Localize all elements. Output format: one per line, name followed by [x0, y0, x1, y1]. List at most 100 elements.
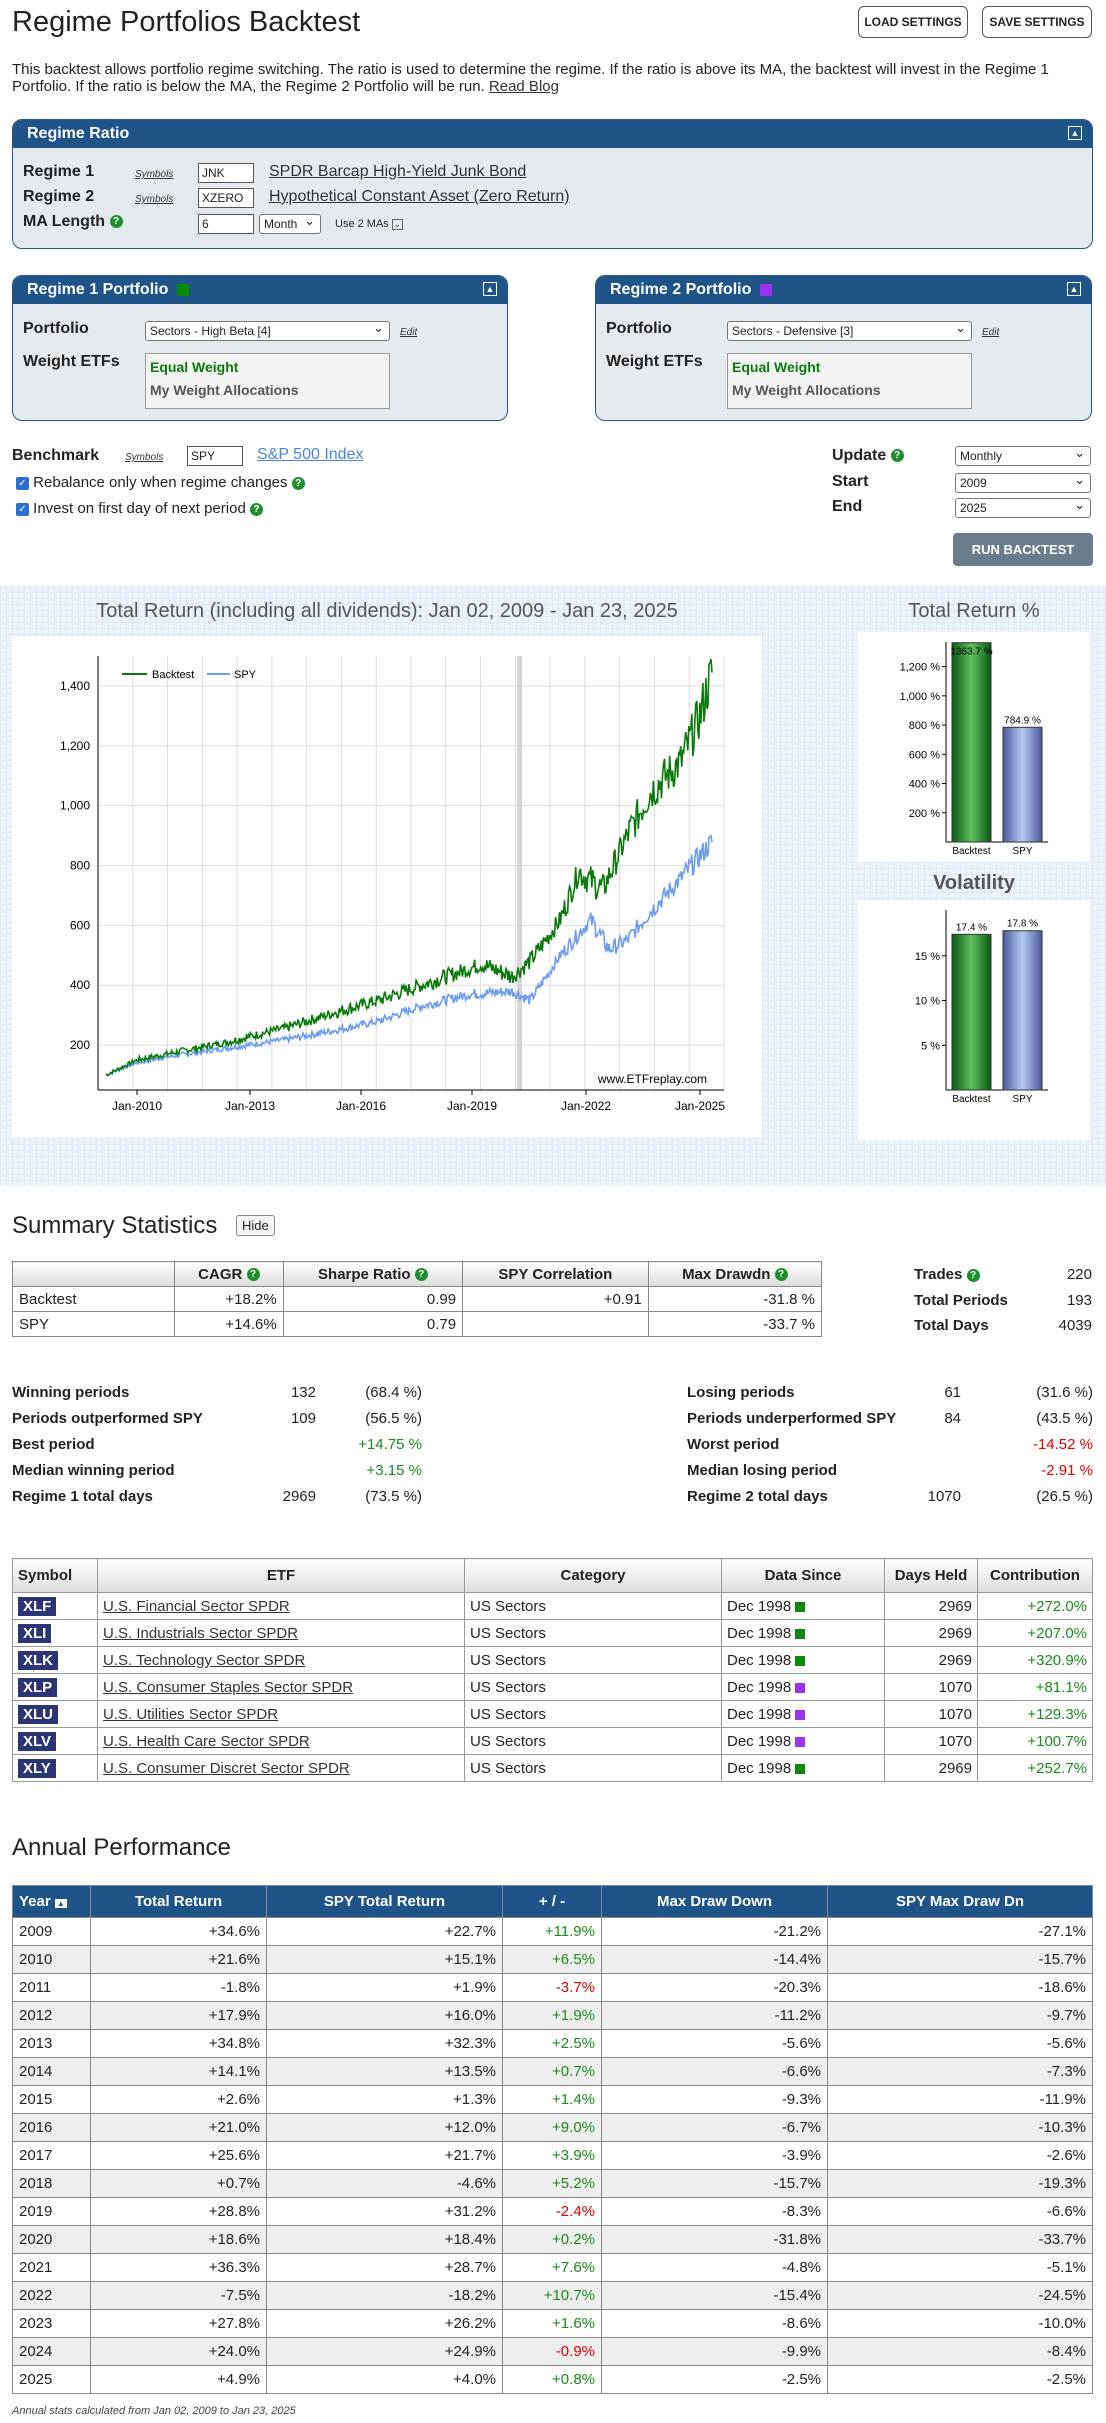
- stat-percent: +3.15 %: [366, 1462, 422, 1479]
- regime2-name-link[interactable]: Hypothetical Constant Asset (Zero Return…: [269, 188, 570, 205]
- stat-label: Median losing period: [687, 1462, 838, 1479]
- regime-swatch: [795, 1628, 806, 1639]
- annual-cell: -11.9%: [827, 2085, 1093, 2114]
- checkbox-icon[interactable]: ✓: [16, 476, 29, 490]
- annual-cell: -10.0%: [827, 2309, 1093, 2338]
- stat-percent: (31.6 %): [1036, 1384, 1093, 1401]
- symbols-link[interactable]: Symbols: [125, 452, 164, 463]
- trades-label: Trades ?: [914, 1262, 980, 1287]
- periods-label: Total Periods: [914, 1292, 1008, 1309]
- etf-category: US Sectors: [464, 1619, 722, 1647]
- end-select[interactable]: 2025: [955, 497, 1091, 518]
- annual-cell: -1.8%: [90, 1973, 267, 2002]
- hide-button[interactable]: Hide: [236, 1215, 275, 1236]
- annual-cell: 2014: [12, 2057, 91, 2086]
- equal-weight-option[interactable]: Equal Weight: [732, 359, 821, 375]
- save-settings-button[interactable]: SAVE SETTINGS: [982, 6, 1092, 38]
- equal-weight-option[interactable]: Equal Weight: [150, 359, 239, 375]
- edit-link[interactable]: Edit: [982, 327, 1000, 338]
- update-select[interactable]: Monthly: [955, 445, 1091, 466]
- regime2-portfolio-select[interactable]: Sectors - Defensive [3]: [727, 320, 972, 341]
- table-row: 2024 +24.0% +24.9% -0.9% -9.9% -8.4%: [12, 2337, 1093, 2366]
- weight-options: Equal Weight My Weight Allocations: [145, 353, 390, 409]
- edit-link[interactable]: Edit: [400, 327, 418, 338]
- watermark: www.ETFreplay.com: [597, 1072, 707, 1086]
- annual-cell: -2.5%: [827, 2365, 1093, 2394]
- help-icon[interactable]: ?: [966, 1268, 980, 1282]
- benchmark-symbol-input[interactable]: SPY: [187, 446, 243, 466]
- etf-name-link[interactable]: U.S. Consumer Discret Sector SPDR: [103, 1759, 350, 1777]
- etf-contribution: +272.0%: [977, 1592, 1093, 1620]
- etf-symbol-tag: XLF: [18, 1596, 57, 1616]
- annual-cell: +24.0%: [90, 2337, 267, 2366]
- regime2-color-swatch: [760, 284, 773, 296]
- my-weight-option[interactable]: My Weight Allocations: [732, 382, 881, 398]
- etf-contribution: +320.9%: [977, 1646, 1093, 1674]
- etf-contribution: +252.7%: [977, 1754, 1093, 1782]
- annual-cell: +34.6%: [90, 1917, 267, 1946]
- help-icon[interactable]: ?: [890, 449, 904, 463]
- end-label: End: [832, 498, 863, 515]
- start-select[interactable]: 2009: [955, 472, 1091, 493]
- symbols-link[interactable]: Symbols: [135, 169, 174, 180]
- my-weight-option[interactable]: My Weight Allocations: [150, 382, 299, 398]
- rebalance-option[interactable]: ✓ Rebalance only when regime changes ?: [16, 474, 305, 491]
- annual-cell: -18.6%: [827, 1973, 1093, 2002]
- regime1-portfolio-panel: Regime 1 Portfolio ▲ Portfolio Sectors -…: [12, 275, 508, 421]
- stat-percent: -2.91 %: [1041, 1462, 1093, 1479]
- checkbox-icon[interactable]: ✓: [16, 502, 29, 516]
- stat-label: Losing periods: [687, 1384, 795, 1401]
- sort-up-icon[interactable]: ▲: [54, 1899, 67, 1908]
- help-icon[interactable]: ?: [249, 502, 263, 516]
- x-tick-label: Jan-2016: [336, 1099, 386, 1113]
- run-backtest-button[interactable]: RUN BACKTEST: [953, 533, 1093, 566]
- use-2-mas-toggle[interactable]: Use 2 MAs ⌄: [335, 218, 403, 230]
- main-chart-title: Total Return (including all dividends): …: [96, 600, 678, 622]
- symbols-link[interactable]: Symbols: [135, 194, 174, 205]
- ma-length-input[interactable]: 6: [198, 214, 254, 234]
- annual-cell: 2012: [12, 2001, 91, 2030]
- help-icon[interactable]: ?: [291, 476, 305, 490]
- benchmark-name-link[interactable]: S&P 500 Index: [257, 446, 364, 463]
- annual-cell: -15.7%: [601, 2169, 828, 2198]
- etf-name-link[interactable]: U.S. Utilities Sector SPDR: [103, 1705, 279, 1723]
- etf-name-link[interactable]: U.S. Health Care Sector SPDR: [103, 1732, 310, 1750]
- regime1-portfolio-select[interactable]: Sectors - High Beta [4]: [145, 320, 390, 341]
- etf-symbol-tag: XLU: [18, 1704, 58, 1724]
- collapse-icon[interactable]: ▲: [1067, 282, 1081, 296]
- collapse-icon[interactable]: ▲: [1068, 126, 1082, 140]
- annual-cell: +21.0%: [90, 2113, 267, 2142]
- help-icon[interactable]: ?: [414, 1268, 428, 1282]
- y-tick-label: 1,000: [60, 799, 90, 813]
- annual-cell: +16.0%: [266, 2001, 503, 2030]
- help-icon[interactable]: ?: [109, 215, 123, 229]
- periods-value: 193: [1066, 1292, 1092, 1309]
- help-icon[interactable]: ?: [774, 1268, 788, 1282]
- etf-days-held: 2969: [884, 1619, 978, 1647]
- regime1-symbol-input[interactable]: JNK: [198, 163, 254, 183]
- help-icon[interactable]: ?: [246, 1268, 260, 1282]
- stat-label: Regime 2 total days: [687, 1488, 828, 1505]
- sort-year-header[interactable]: Year ▲: [12, 1885, 91, 1918]
- load-settings-button[interactable]: LOAD SETTINGS: [858, 6, 968, 38]
- annual-cell: +1.9%: [266, 1973, 503, 2002]
- annual-cell: +34.8%: [90, 2029, 267, 2058]
- etf-name-link[interactable]: U.S. Consumer Staples Sector SPDR: [103, 1678, 354, 1696]
- collapse-icon[interactable]: ▲: [483, 282, 497, 296]
- etf-name-link[interactable]: U.S. Financial Sector SPDR: [103, 1597, 290, 1615]
- table-row: 2013 +34.8% +32.3% +2.5% -5.6% -5.6%: [12, 2029, 1093, 2058]
- etf-category: US Sectors: [464, 1754, 722, 1782]
- invest-first-day-option[interactable]: ✓ Invest on first day of next period ?: [16, 500, 263, 517]
- y-tick-label: 1,400: [60, 679, 90, 693]
- etf-name-link[interactable]: U.S. Industrials Sector SPDR: [103, 1624, 299, 1642]
- etf-data-since: Dec 1998: [727, 1624, 792, 1642]
- read-blog-link[interactable]: Read Blog: [488, 78, 559, 95]
- annual-table: Year ▲ Total Return SPY Total Return + / -M…: [12, 1885, 1093, 2394]
- etf-name-link[interactable]: U.S. Technology Sector SPDR: [103, 1651, 306, 1669]
- regime2-symbol-input[interactable]: XZERO: [198, 188, 254, 208]
- stat-row: Winning periods 132 (68.4 %): [12, 1384, 422, 1410]
- ma-unit-select[interactable]: Month: [259, 213, 321, 234]
- regime1-name-link[interactable]: SPDR Barcap High-Yield Junk Bond: [269, 163, 527, 180]
- page-title: Regime Portfolios Backtest: [12, 6, 361, 38]
- etf-symbol-tag: XLI: [18, 1623, 52, 1643]
